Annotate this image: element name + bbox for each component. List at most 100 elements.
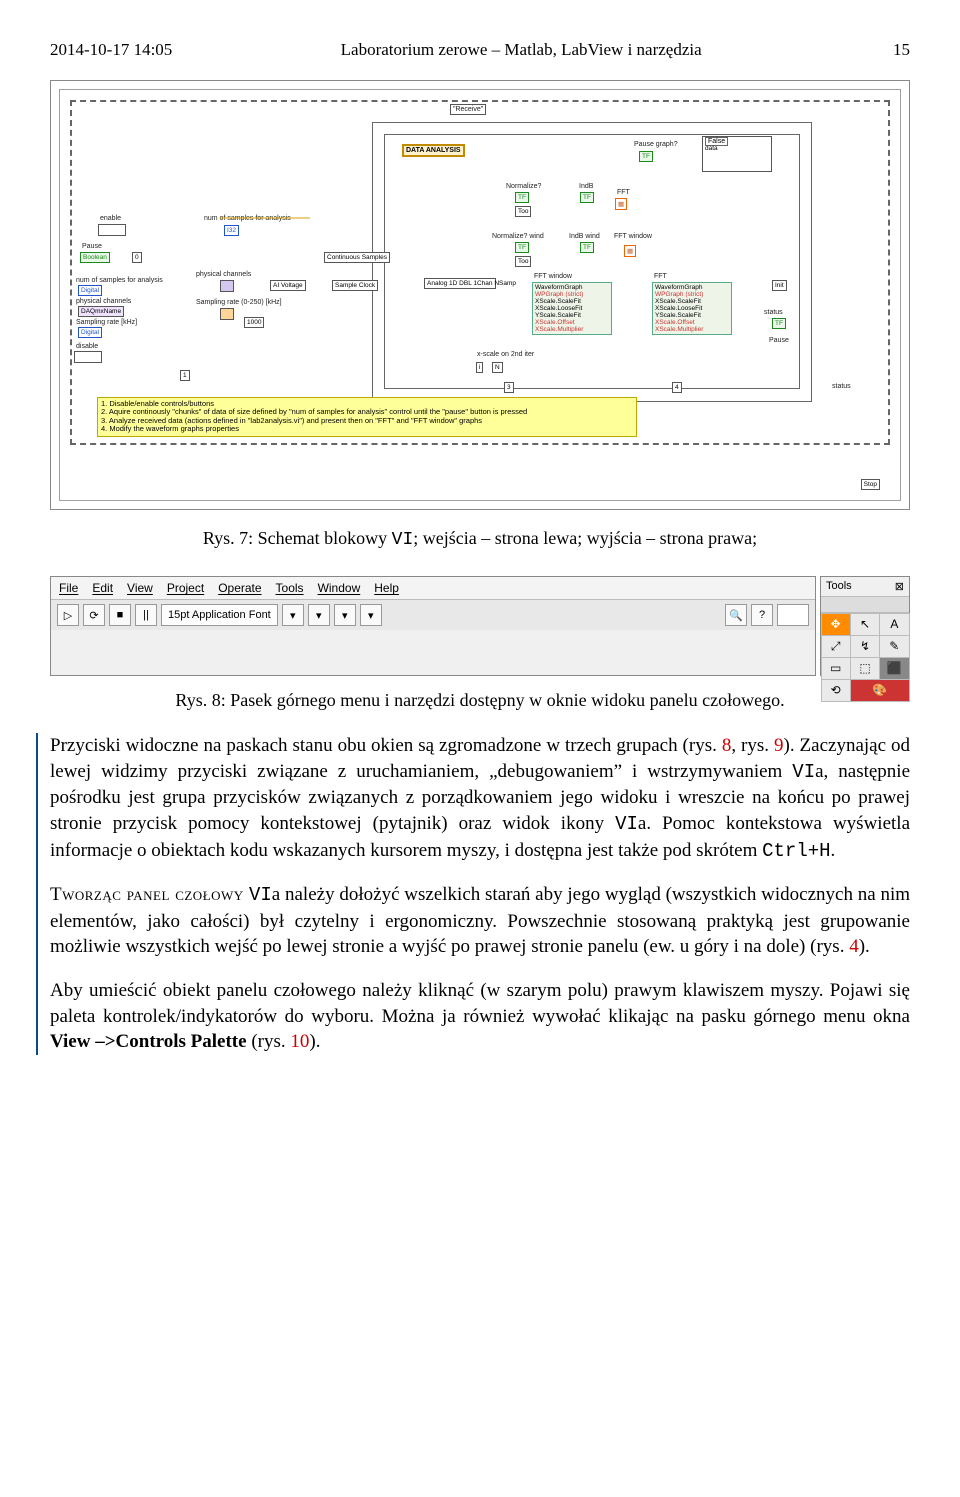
menu-view[interactable]: View: [127, 581, 153, 595]
tools-auto-toggle[interactable]: [821, 597, 909, 613]
label-normalize: Normalize?: [504, 182, 543, 191]
menu-help[interactable]: Help: [374, 581, 399, 595]
menu-window[interactable]: Window: [318, 581, 361, 595]
resize-menu[interactable]: ▾: [334, 604, 356, 626]
terminal-status: TF: [772, 318, 786, 329]
p3-c: ).: [309, 1031, 320, 1052]
case-frame-inner: [384, 134, 800, 389]
prop-ysf-1: YScale.ScaleFit: [535, 312, 581, 319]
tool-wire[interactable]: ⤢: [821, 635, 851, 658]
reorder-menu[interactable]: ▾: [360, 604, 382, 626]
frame-idx-4: 4: [672, 382, 682, 393]
prop-xsf-2: XScale.ScaleFit: [655, 298, 701, 305]
label-indb: IndB: [577, 182, 595, 191]
font-selector[interactable]: 15pt Application Font: [161, 604, 278, 626]
stop-button-diagram: Stop: [861, 479, 880, 490]
page-header: 2014-10-17 14:05 Laboratorium zerowe – M…: [50, 40, 910, 60]
tool-color[interactable]: 🎨: [850, 679, 910, 702]
fig1-cap-b: ; wejścia – strona lewa; wyjścia – stron…: [413, 528, 757, 548]
label-sampling-rate: Sampling rate (0-250) [kHz]: [194, 298, 284, 307]
node-data-analysis: DATA ANALYSIS: [402, 144, 465, 157]
fig2-caption: Rys. 8: Pasek górnego menu i narzędzi do…: [50, 690, 910, 711]
search-button[interactable]: 🔍: [725, 604, 747, 626]
label-num-samples-analysis: num of samples for analysis: [74, 276, 165, 285]
menu-operate[interactable]: Operate: [218, 581, 261, 595]
figure-block-diagram: "Receive" DATA ANALYSIS Pause graph? TF …: [50, 80, 910, 510]
run-continuous-button[interactable]: ⟳: [83, 604, 105, 626]
tools-close-icon[interactable]: ⊠: [895, 580, 904, 593]
label-status: status: [762, 308, 785, 317]
menu-project[interactable]: Project: [167, 581, 204, 595]
tool-breakpoint[interactable]: ✎: [879, 635, 909, 658]
const-zero: 0: [132, 252, 142, 263]
tool-object[interactable]: ▭: [821, 657, 851, 680]
tool-probe[interactable]: ↯: [850, 635, 880, 658]
distribute-menu[interactable]: ▾: [308, 604, 330, 626]
p2-b: ).: [859, 936, 870, 957]
tools-title: Tools: [826, 580, 852, 593]
menu-edit[interactable]: Edit: [92, 581, 113, 595]
label-normalize-wind: Normalize? wind: [490, 232, 546, 241]
tool-scroll[interactable]: ⬚: [850, 657, 880, 680]
p3-menu: View –>Controls Palette: [50, 1031, 247, 1052]
p3-a: Aby umieścić obiekt panelu czołowego nal…: [50, 980, 910, 1027]
tools-palette: Tools ⊠ ✥ ↖ A ⤢ ↯ ✎ ▭ ⬚ ⬛ ⟲ 🎨: [820, 576, 910, 676]
menubar: File Edit View Project Operate Tools Win…: [51, 577, 815, 600]
paragraph-2: Tworząc panel czołowy VIa należy dołożyć…: [50, 882, 910, 960]
ruled-block: Przyciski widoczne na paskach stanu obu …: [36, 733, 910, 1055]
p2-lead: Tworząc panel czołowy: [50, 884, 249, 905]
label-physical-channels: physical channels: [194, 270, 253, 279]
label-disable: disable: [74, 342, 100, 351]
terminal-fft: ▦: [615, 198, 627, 210]
label-status-outer: status: [830, 382, 853, 391]
case-false-box: False data: [702, 136, 772, 172]
align-menu[interactable]: ▾: [282, 604, 304, 626]
label-phys-ch-input: physical channels: [74, 297, 133, 306]
terminal-fft-window: ▦: [624, 245, 636, 257]
context-help-button[interactable]: ?: [751, 604, 773, 626]
ref-9: 9: [774, 735, 784, 756]
terminal-normalize-wind: TF: [515, 242, 529, 253]
tool-text[interactable]: A: [879, 613, 909, 636]
const-1000: 1000: [244, 317, 264, 328]
menu-tools[interactable]: Tools: [276, 581, 304, 595]
run-button[interactable]: ▷: [57, 604, 79, 626]
tool-color-copy[interactable]: ⬛: [879, 657, 909, 680]
label-enable: enable: [98, 214, 123, 223]
diagram-note: 1. Disable/enable controls/buttons 2. Aq…: [97, 397, 637, 438]
label-pause2: Pause: [767, 336, 791, 345]
toolbar: ▷ ⟳ ■ || 15pt Application Font ▾ ▾ ▾ ▾ 🔍…: [51, 600, 815, 630]
pause-button[interactable]: ||: [135, 604, 157, 626]
propnode-2-class: WaveformGraph: [655, 284, 702, 291]
tools-grid: ✥ ↖ A ⤢ ↯ ✎ ▭ ⬚ ⬛ ⟲ 🎨: [821, 613, 909, 701]
p2-vi: VI: [249, 884, 272, 906]
terminal-indb: TF: [580, 192, 594, 203]
label-pause-graph: Pause graph?: [632, 140, 680, 149]
ctrl-daqmx: DAQmxName: [78, 306, 124, 317]
ctrl-digital-2: Digital: [78, 327, 102, 338]
label-fft-window: FFT window: [612, 232, 654, 241]
ctrl-digital-1: Digital: [78, 285, 102, 296]
prop-xlf-2: XScale.LooseFit: [655, 305, 702, 312]
label-data: data: [705, 145, 718, 152]
propnode-2: WaveformGraph WPGraph (strict) XScale.Sc…: [652, 282, 732, 335]
label-init: Init: [772, 280, 787, 291]
enum-continuous: Continuous Samples: [324, 252, 390, 263]
tool-select[interactable]: ⟲: [821, 679, 851, 702]
prop-ysf-2: YScale.ScaleFit: [655, 312, 701, 319]
terminal-i32: I32: [224, 225, 239, 236]
label-pause: Pause: [80, 242, 104, 251]
loop-n: N: [492, 362, 503, 373]
terminal-normalize: TF: [515, 192, 529, 203]
btn-disable: [74, 351, 102, 363]
build-arr-1: Too: [515, 206, 531, 217]
header-pagenum: 15: [870, 40, 910, 60]
note-l4: 4. Modify the waveform graphs properties: [101, 425, 633, 434]
propnode-1-ref: WPGraph (strict): [535, 291, 583, 298]
abort-button[interactable]: ■: [109, 604, 131, 626]
prop-xm-1: XScale.Multiplier: [535, 326, 583, 333]
tool-operate[interactable]: ✥: [821, 613, 851, 636]
menu-file[interactable]: File: [59, 581, 78, 595]
vi-icon[interactable]: [777, 604, 809, 626]
tool-position[interactable]: ↖: [850, 613, 880, 636]
